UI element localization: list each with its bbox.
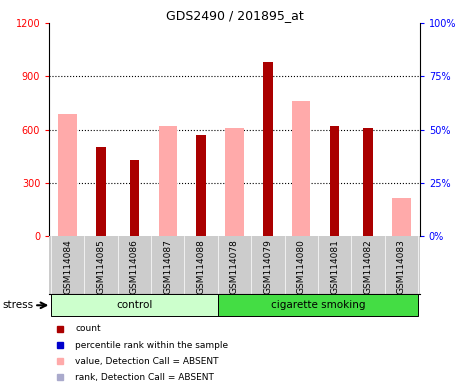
Bar <box>59 114 77 236</box>
Text: control: control <box>116 300 152 310</box>
Bar <box>392 198 410 236</box>
Bar <box>330 126 339 236</box>
Bar <box>51 294 218 316</box>
Bar <box>292 101 310 236</box>
Text: GSM114079: GSM114079 <box>264 239 272 294</box>
Text: stress: stress <box>2 300 33 310</box>
Text: GSM114078: GSM114078 <box>230 239 239 294</box>
Text: percentile rank within the sample: percentile rank within the sample <box>75 341 228 349</box>
Text: GSM114085: GSM114085 <box>97 239 106 294</box>
Bar <box>96 147 106 236</box>
Title: GDS2490 / 201895_at: GDS2490 / 201895_at <box>166 9 303 22</box>
Text: GSM114080: GSM114080 <box>297 239 306 294</box>
Text: GSM114083: GSM114083 <box>397 239 406 294</box>
Bar <box>159 126 177 236</box>
Text: value, Detection Call = ABSENT: value, Detection Call = ABSENT <box>75 357 219 366</box>
Bar <box>263 62 272 236</box>
Text: count: count <box>75 324 101 333</box>
Text: GSM114086: GSM114086 <box>130 239 139 294</box>
Text: GSM114087: GSM114087 <box>163 239 172 294</box>
Bar <box>363 128 373 236</box>
Text: rank, Detection Call = ABSENT: rank, Detection Call = ABSENT <box>75 373 214 382</box>
Text: cigarette smoking: cigarette smoking <box>271 300 365 310</box>
Text: GSM114082: GSM114082 <box>363 239 372 294</box>
Bar <box>130 160 139 236</box>
Text: GSM114088: GSM114088 <box>197 239 205 294</box>
Text: GSM114081: GSM114081 <box>330 239 339 294</box>
Bar <box>225 128 244 236</box>
Bar <box>218 294 418 316</box>
Bar <box>197 135 206 236</box>
Text: GSM114084: GSM114084 <box>63 239 72 294</box>
